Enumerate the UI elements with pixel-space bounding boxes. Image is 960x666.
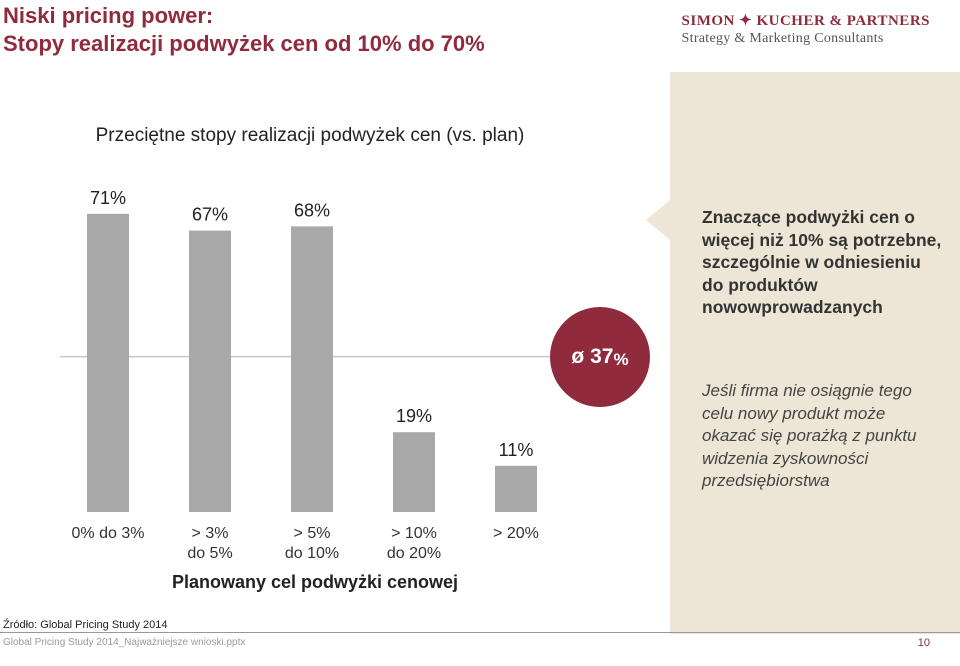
- bar-chart: 71% 0% do 3% 67% > 3% do 5% 68% > 5% do 10% 19% >…: [60, 188, 560, 562]
- brand-logo: SIMON ✦ KUCHER & PARTNERS Strategy & Mar…: [682, 12, 930, 48]
- average-symbol: ø: [571, 345, 585, 368]
- bar-value-label: 67%: [192, 205, 228, 225]
- bar-value-label: 19%: [396, 406, 432, 426]
- x-axis-title: Planowany cel podwyżki cenowej: [171, 572, 459, 592]
- source-note: Źródło: Global Pricing Study 2014: [3, 619, 168, 631]
- page-number: 10: [917, 637, 930, 649]
- insight-panel: [670, 72, 960, 634]
- average-unit: %: [613, 350, 629, 369]
- brand-name: SIMON ✦ KUCHER & PARTNERS: [681, 13, 930, 29]
- bar: [495, 465, 537, 512]
- bar: [393, 432, 435, 512]
- footer-divider: [0, 632, 960, 633]
- x-tick-label: 0% do 3%: [72, 525, 145, 542]
- bar-value-label: 11%: [499, 440, 534, 460]
- slide-title-line-2: Stopy realizacji podwyżek cen od 10% do …: [3, 31, 485, 56]
- bar: [87, 213, 129, 513]
- slide-title-line-1: Niski pricing power:: [3, 3, 214, 28]
- average-value: 37: [590, 345, 614, 368]
- bar: [189, 230, 231, 512]
- x-tick-label: > 20%: [493, 525, 539, 542]
- x-tick-label: > 3%: [192, 525, 229, 542]
- average-badge: ø 37%: [550, 307, 650, 407]
- x-tick-label: do 5%: [187, 545, 232, 562]
- x-tick-label: > 10%: [391, 525, 437, 542]
- x-tick-label: > 5%: [294, 525, 331, 542]
- footer-filename: Global Pricing Study 2014_Najważniejsze …: [3, 637, 246, 648]
- bar-value-label: 71%: [90, 188, 126, 208]
- panel-body: Jeśli firma nie osiągnie tego celu nowy …: [702, 381, 917, 490]
- chart-title: Przeciętne stopy realizacji podwyżek cen…: [95, 125, 525, 146]
- panel-headline: Znaczące podwyżki cen o więcej niż 10% s…: [702, 207, 942, 317]
- bar: [291, 226, 333, 512]
- x-tick-label: do 10%: [285, 545, 339, 562]
- slide-title: Niski pricing power: Stopy realizacji po…: [3, 2, 485, 58]
- bar-value-label: 68%: [294, 200, 330, 220]
- brand-tagline: Strategy & Marketing Consultants: [681, 31, 884, 46]
- insight-panel-pointer: [646, 200, 670, 240]
- x-tick-label: do 20%: [387, 545, 441, 562]
